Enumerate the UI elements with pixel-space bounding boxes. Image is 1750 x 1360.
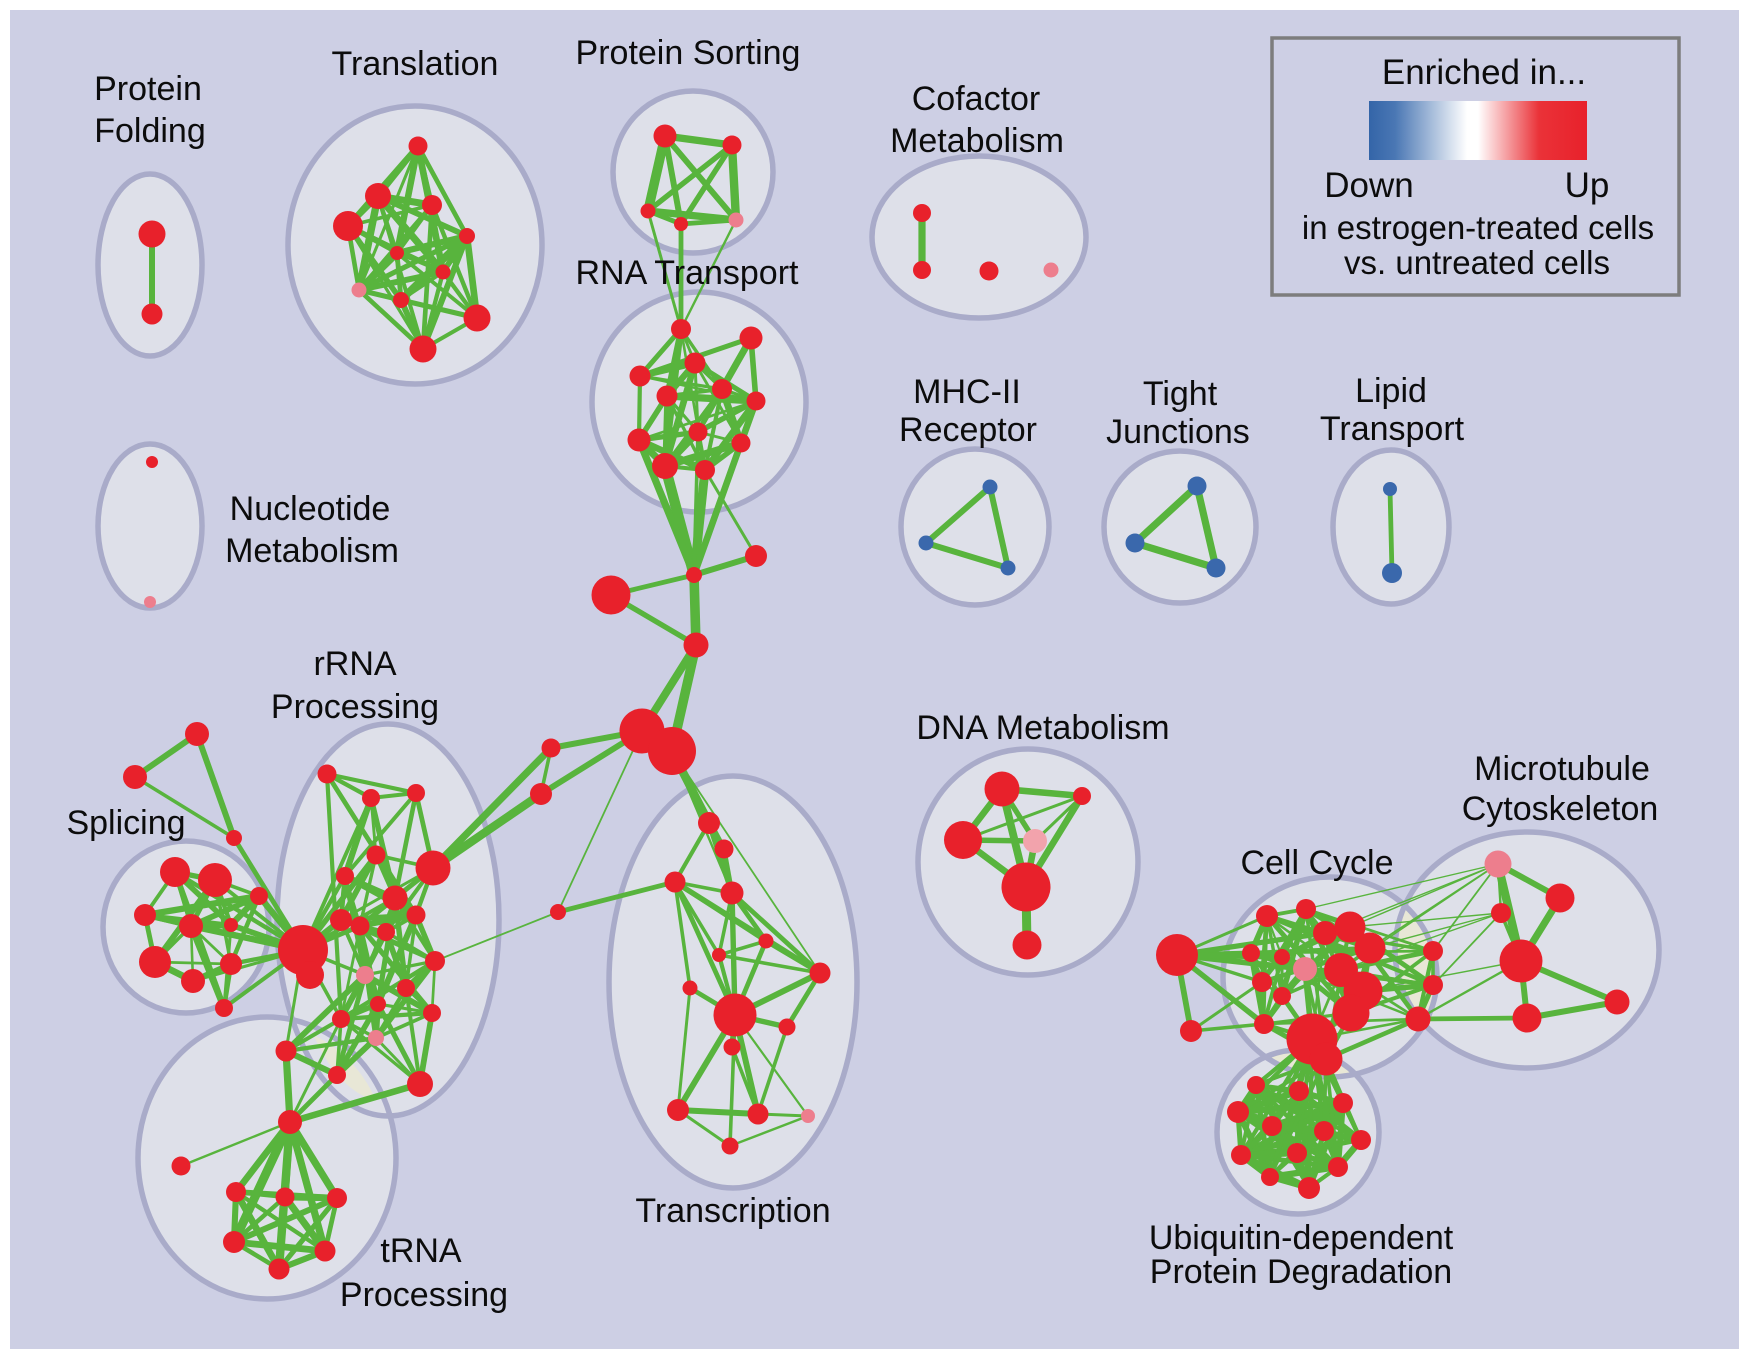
- svg-text:Cofactor: Cofactor: [912, 80, 1041, 118]
- svg-text:Tight: Tight: [1143, 375, 1218, 413]
- svg-text:Folding: Folding: [94, 112, 206, 150]
- svg-text:Processing: Processing: [340, 1276, 508, 1314]
- svg-text:Translation: Translation: [332, 45, 499, 83]
- svg-text:tRNA: tRNA: [380, 1232, 462, 1270]
- svg-text:Cell Cycle: Cell Cycle: [1240, 844, 1393, 882]
- svg-text:Cytoskeleton: Cytoskeleton: [1462, 790, 1659, 828]
- svg-text:Splicing: Splicing: [66, 804, 185, 842]
- svg-text:rRNA: rRNA: [313, 645, 396, 683]
- svg-text:Transport: Transport: [1320, 410, 1465, 448]
- svg-text:Transcription: Transcription: [635, 1192, 830, 1230]
- svg-text:in estrogen-treated cells: in estrogen-treated cells: [1302, 209, 1654, 246]
- svg-text:Ubiquitin-dependent: Ubiquitin-dependent: [1149, 1219, 1454, 1257]
- svg-text:RNA Transport: RNA Transport: [576, 254, 800, 292]
- svg-text:Receptor: Receptor: [899, 411, 1037, 449]
- svg-text:MHC-II: MHC-II: [913, 373, 1021, 411]
- svg-text:Protein: Protein: [94, 70, 202, 108]
- svg-text:Down: Down: [1324, 166, 1413, 205]
- svg-text:Up: Up: [1565, 166, 1610, 205]
- svg-text:Protein Degradation: Protein Degradation: [1150, 1253, 1452, 1291]
- svg-text:Junctions: Junctions: [1106, 413, 1250, 451]
- svg-text:Protein Sorting: Protein Sorting: [576, 34, 801, 72]
- svg-text:DNA Metabolism: DNA Metabolism: [916, 709, 1169, 747]
- svg-text:Lipid: Lipid: [1355, 372, 1427, 410]
- svg-text:Processing: Processing: [271, 688, 439, 726]
- svg-text:Enriched in...: Enriched in...: [1382, 53, 1586, 92]
- svg-text:Nucleotide: Nucleotide: [230, 490, 391, 528]
- svg-text:vs. untreated cells: vs. untreated cells: [1344, 244, 1610, 281]
- svg-text:Metabolism: Metabolism: [890, 122, 1064, 160]
- svg-text:Metabolism: Metabolism: [225, 532, 399, 570]
- svg-text:Microtubule: Microtubule: [1474, 750, 1650, 788]
